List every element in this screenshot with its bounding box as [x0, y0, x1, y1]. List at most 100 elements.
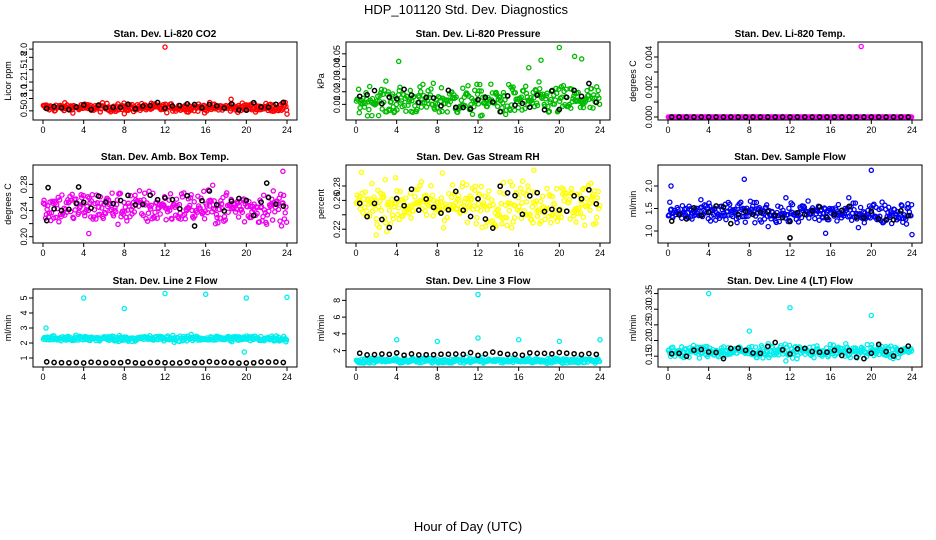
data-point [102, 199, 109, 205]
x-tick-label: 24 [595, 372, 605, 382]
data-point [794, 114, 801, 120]
data-point [167, 207, 173, 214]
data-point [908, 201, 915, 208]
data-point [385, 89, 391, 95]
data-point [423, 94, 430, 101]
data-point [512, 102, 518, 108]
data-point [552, 214, 559, 220]
data-point [117, 359, 124, 366]
data-point [427, 92, 434, 98]
x-tick-label: 0 [40, 125, 45, 135]
data-point [691, 114, 697, 120]
data-point [581, 185, 587, 192]
x-tick-label: 12 [785, 372, 795, 382]
data-point [430, 351, 437, 358]
data-point [400, 200, 407, 206]
data-point [59, 192, 65, 198]
data-point [95, 102, 102, 109]
y-tick-label: 1 [19, 355, 29, 360]
plot-frame [345, 288, 611, 368]
x-tick-label: 16 [826, 125, 836, 135]
data-point [902, 216, 909, 222]
data-point [157, 211, 163, 217]
data-point [504, 190, 511, 196]
data-point [548, 219, 554, 226]
x-tick-label: 8 [435, 248, 440, 258]
x-tick-label: 20 [241, 125, 251, 135]
panel-title: Stan. Dev. Sample Flow [734, 152, 846, 163]
x-tick-label: 4 [394, 372, 399, 382]
data-point [586, 186, 592, 193]
data-point [472, 183, 479, 189]
data-point [691, 347, 697, 354]
data-point [235, 214, 242, 220]
data-point [364, 352, 370, 358]
data-point [508, 224, 515, 231]
data-point [571, 53, 578, 60]
data-point [445, 206, 452, 213]
data-point [169, 360, 176, 366]
data-point [375, 112, 382, 119]
data-point [265, 359, 272, 365]
data-point [531, 167, 537, 173]
data-point [206, 101, 213, 108]
x-tick-label: 12 [785, 125, 795, 135]
data-point [898, 347, 904, 354]
x-tick-label: 12 [785, 248, 795, 258]
data-point [786, 205, 792, 212]
y-axis-label: ml/min [316, 315, 326, 342]
data-point [895, 354, 902, 361]
data-point [512, 89, 519, 96]
data-point [754, 354, 760, 361]
data-point [879, 199, 885, 205]
data-point [816, 217, 822, 223]
data-point [100, 215, 107, 222]
data-point [527, 211, 533, 218]
data-point [489, 99, 496, 105]
data-point [383, 78, 389, 84]
data-point [556, 106, 563, 113]
data-point [668, 183, 674, 189]
panel-title: Stan. Dev. Li-820 Temp. [735, 29, 846, 40]
data-point [169, 216, 175, 222]
y-tick-label: 3 [19, 325, 29, 330]
data-point [221, 359, 228, 365]
data-point [596, 358, 603, 365]
data-point [522, 105, 528, 112]
data-point [566, 197, 573, 203]
data-point [162, 44, 168, 50]
data-point [223, 190, 230, 196]
data-point [372, 197, 378, 203]
y-tick-label: 2.0 [19, 43, 29, 56]
data-point [477, 207, 484, 214]
data-point [543, 92, 550, 99]
data-point [184, 101, 191, 107]
y-tick-label: 1.5 [644, 202, 654, 215]
data-point [875, 216, 882, 222]
data-point [583, 195, 590, 202]
data-point [393, 195, 400, 202]
data-point [526, 64, 532, 71]
data-point [705, 209, 712, 216]
data-point [593, 214, 600, 221]
data-point [265, 194, 272, 201]
data-point [476, 88, 482, 94]
data-point [102, 104, 109, 111]
data-point [526, 349, 533, 356]
x-tick-label: 4 [81, 125, 86, 135]
data-point [380, 194, 387, 200]
data-point [713, 114, 719, 120]
x-tick-label: 4 [706, 125, 711, 135]
data-point [578, 351, 585, 358]
data-point [816, 114, 823, 120]
data-point [371, 87, 378, 94]
y-tick-label: 1.2 [19, 76, 29, 89]
data-point [500, 179, 507, 186]
data-point [164, 109, 170, 116]
data-point [209, 182, 216, 188]
x-tick-label: 24 [595, 248, 605, 258]
data-point [452, 351, 459, 357]
data-point [905, 343, 912, 349]
data-point [676, 114, 682, 120]
data-point [789, 355, 796, 361]
